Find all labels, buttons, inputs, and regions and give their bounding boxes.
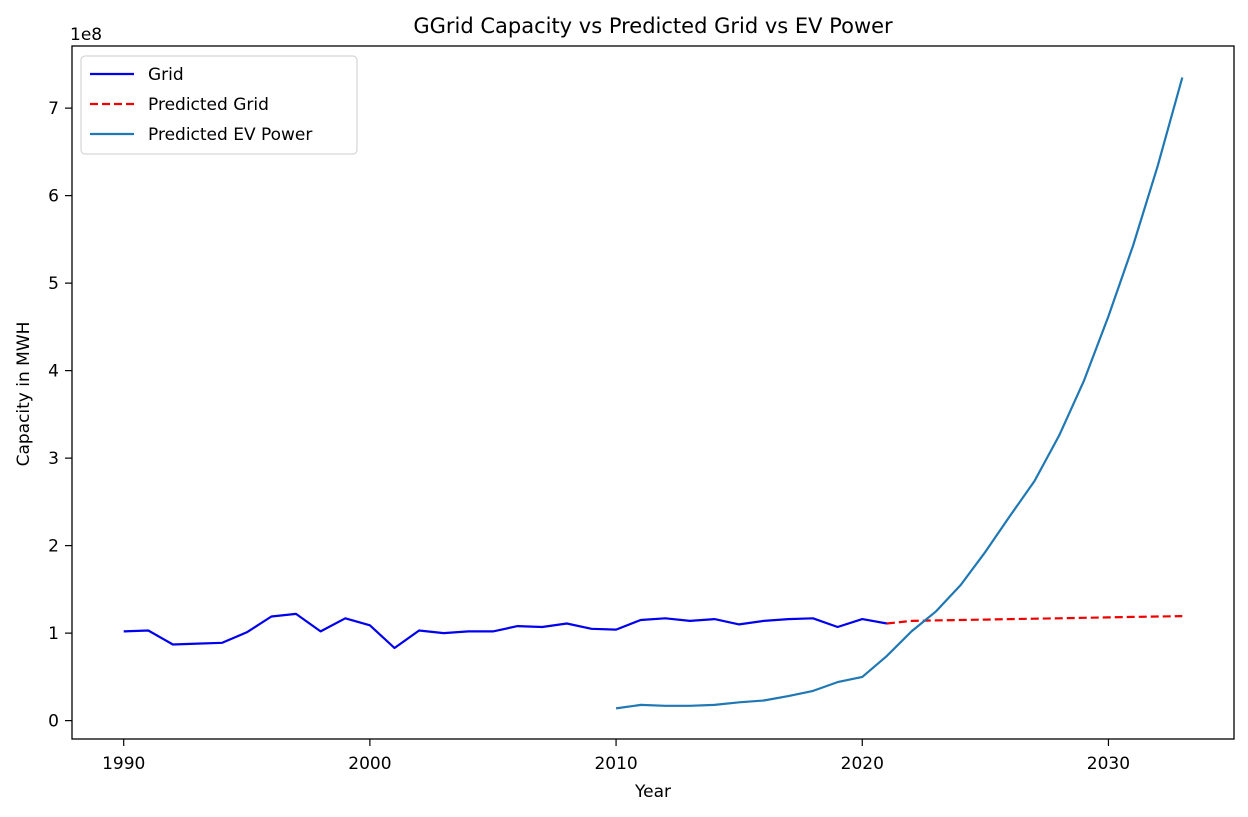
legend-label: Predicted Grid [148, 95, 269, 115]
y-tick-label: 5 [48, 274, 59, 294]
y-tick-label: 0 [48, 712, 59, 732]
x-tick-label: 2020 [841, 754, 884, 774]
x-tick-label: 2000 [348, 754, 391, 774]
y-tick-label: 7 [48, 99, 59, 119]
series-line-2 [615, 77, 1184, 710]
legend-box [80, 55, 358, 155]
y-offset-label: 1e8 [70, 25, 102, 45]
legend-label: Grid [148, 65, 184, 85]
series-line-1 [886, 615, 1183, 625]
y-tick-label: 2 [48, 537, 59, 557]
y-tick-label: 1 [48, 624, 59, 644]
y-tick-label: 6 [48, 187, 59, 207]
y-tick-label: 3 [48, 449, 59, 469]
legend-label: Predicted EV Power [148, 125, 312, 145]
legend: Grid Predicted Grid Predicted EV Power [80, 55, 358, 155]
plot-area [123, 77, 1184, 710]
x-axis-label: Year [634, 782, 671, 802]
y-axis-label: Capacity in MWH [14, 322, 34, 467]
series-line-0 [123, 612, 888, 650]
chart-title: GGrid Capacity vs Predicted Grid vs EV P… [413, 14, 893, 38]
x-tick-label: 2030 [1087, 754, 1130, 774]
plot-frame [71, 45, 1235, 740]
x-tick-label: 2010 [594, 754, 637, 774]
y-tick-label: 4 [48, 362, 59, 382]
x-tick-label: 1990 [102, 754, 145, 774]
